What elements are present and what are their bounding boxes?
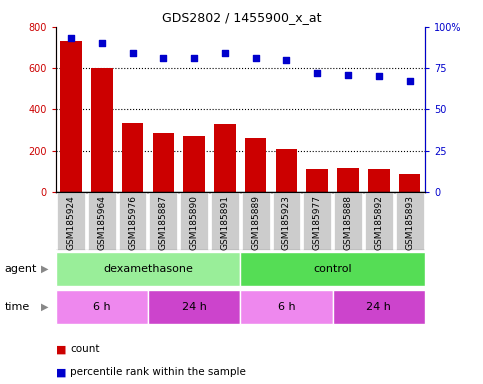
Text: GSM185889: GSM185889 bbox=[251, 195, 260, 250]
Bar bbox=[337, 168, 359, 192]
Text: ■: ■ bbox=[56, 367, 66, 377]
Bar bbox=[56, 252, 241, 286]
Text: agent: agent bbox=[5, 264, 37, 274]
Text: ▶: ▶ bbox=[41, 264, 48, 274]
Bar bbox=[334, 192, 362, 250]
Text: GSM185924: GSM185924 bbox=[67, 195, 75, 250]
Bar bbox=[276, 149, 297, 192]
Bar bbox=[88, 192, 115, 250]
Bar bbox=[368, 169, 390, 192]
Point bbox=[67, 35, 75, 41]
Text: GSM185976: GSM185976 bbox=[128, 195, 137, 250]
Text: GSM185964: GSM185964 bbox=[97, 195, 106, 250]
Bar bbox=[153, 133, 174, 192]
Point bbox=[375, 73, 383, 79]
Bar bbox=[241, 290, 333, 324]
Bar bbox=[91, 68, 113, 192]
Point bbox=[98, 40, 106, 46]
Text: 6 h: 6 h bbox=[93, 302, 111, 312]
Text: GSM185923: GSM185923 bbox=[282, 195, 291, 250]
Text: ■: ■ bbox=[56, 344, 66, 354]
Point bbox=[128, 50, 136, 56]
Text: 24 h: 24 h bbox=[367, 302, 391, 312]
Point bbox=[252, 55, 259, 61]
Bar bbox=[57, 192, 85, 250]
Bar bbox=[245, 138, 267, 192]
Text: GSM185892: GSM185892 bbox=[374, 195, 384, 250]
Text: GSM185891: GSM185891 bbox=[220, 195, 229, 250]
Bar bbox=[396, 192, 424, 250]
Text: GSM185977: GSM185977 bbox=[313, 195, 322, 250]
Text: GSM185890: GSM185890 bbox=[190, 195, 199, 250]
Bar bbox=[272, 192, 300, 250]
Bar bbox=[214, 124, 236, 192]
Text: GSM185887: GSM185887 bbox=[159, 195, 168, 250]
Bar bbox=[399, 174, 420, 192]
Bar bbox=[184, 136, 205, 192]
Text: control: control bbox=[313, 264, 352, 274]
Bar bbox=[180, 192, 208, 250]
Text: dexamethasone: dexamethasone bbox=[103, 264, 193, 274]
Text: count: count bbox=[70, 344, 99, 354]
Point bbox=[313, 70, 321, 76]
Bar bbox=[307, 169, 328, 192]
Text: GSM185893: GSM185893 bbox=[405, 195, 414, 250]
Point bbox=[221, 50, 229, 56]
Bar bbox=[56, 290, 148, 324]
Bar bbox=[333, 290, 425, 324]
Bar bbox=[60, 41, 82, 192]
Point bbox=[190, 55, 198, 61]
Point bbox=[406, 78, 413, 84]
Text: ▶: ▶ bbox=[41, 302, 48, 312]
Bar bbox=[242, 192, 270, 250]
Bar bbox=[241, 252, 425, 286]
Text: 6 h: 6 h bbox=[278, 302, 295, 312]
Point bbox=[344, 72, 352, 78]
Bar bbox=[303, 192, 331, 250]
Text: GDS2802 / 1455900_x_at: GDS2802 / 1455900_x_at bbox=[162, 12, 321, 25]
Bar bbox=[122, 123, 143, 192]
Bar bbox=[149, 192, 177, 250]
Text: time: time bbox=[5, 302, 30, 312]
Bar bbox=[148, 290, 241, 324]
Point bbox=[283, 57, 290, 63]
Text: GSM185888: GSM185888 bbox=[343, 195, 353, 250]
Bar bbox=[365, 192, 393, 250]
Text: percentile rank within the sample: percentile rank within the sample bbox=[70, 367, 246, 377]
Bar bbox=[119, 192, 146, 250]
Point bbox=[159, 55, 167, 61]
Text: 24 h: 24 h bbox=[182, 302, 207, 312]
Bar bbox=[211, 192, 239, 250]
